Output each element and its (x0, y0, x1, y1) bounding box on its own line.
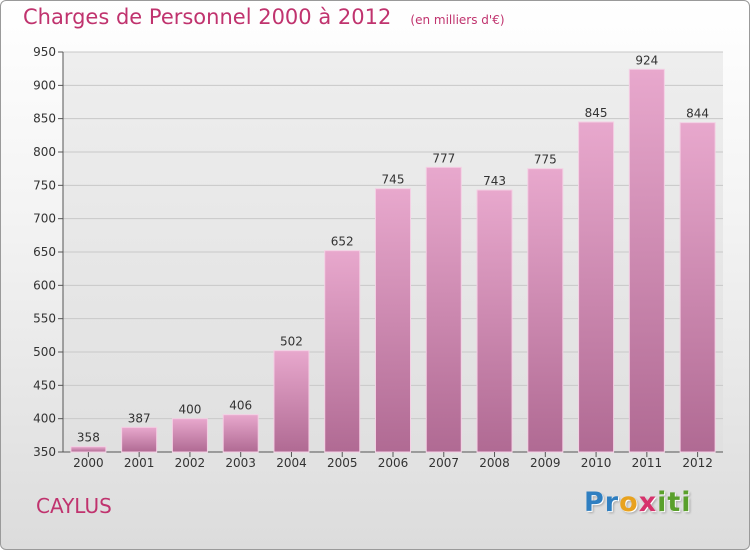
logo-letter: x (638, 487, 658, 518)
y-tick-label: 450 (33, 378, 56, 392)
data-label: 777 (432, 151, 455, 165)
data-label: 845 (585, 106, 608, 120)
y-tick-label: 350 (33, 445, 56, 459)
data-label: 844 (686, 107, 709, 121)
x-tick-label: 2008 (479, 456, 510, 470)
data-label: 745 (382, 173, 405, 187)
bar-2008 (476, 189, 513, 453)
logo-letter: i (657, 487, 668, 518)
x-tick-label: 2012 (682, 456, 713, 470)
bar-2005 (324, 250, 361, 453)
bar-2009 (527, 168, 564, 453)
bar-2001 (121, 426, 158, 453)
y-tick-label: 950 (33, 45, 56, 59)
bar-2000 (70, 446, 107, 453)
data-label: 502 (280, 335, 303, 349)
data-label: 652 (331, 235, 354, 249)
proxiti-logo: Proxiti (584, 487, 692, 518)
x-tick-label: 2003 (225, 456, 256, 470)
bar-2012 (679, 122, 716, 453)
bar-2004 (273, 350, 310, 453)
bar-2006 (375, 188, 411, 453)
data-label: 775 (534, 153, 557, 167)
y-tick-label: 900 (33, 78, 56, 92)
logo-letter: i (681, 487, 692, 518)
y-tick-label: 800 (33, 145, 56, 159)
bar-2002 (171, 418, 208, 453)
x-tick-label: 2010 (581, 456, 612, 470)
y-tick-label: 400 (33, 412, 56, 426)
x-tick-label: 2002 (175, 456, 206, 470)
data-label: 743 (483, 174, 506, 188)
data-label: 406 (229, 399, 252, 413)
chart-subtitle: (en milliers d'€) (410, 13, 505, 27)
y-tick-label: 600 (33, 278, 56, 292)
bar-2003 (222, 414, 259, 453)
x-tick-label: 2009 (530, 456, 561, 470)
logo-letter: r (604, 487, 620, 518)
data-label: 358 (77, 431, 100, 445)
bar-2011 (628, 68, 665, 453)
y-tick-label: 500 (33, 345, 56, 359)
logo-letter: o (619, 487, 639, 518)
chart-title: Charges de Personnel 2000 à 2012 (23, 5, 392, 29)
x-tick-label: 2001 (124, 456, 155, 470)
bar-2007 (425, 166, 462, 453)
data-label: 924 (635, 53, 658, 67)
x-tick-label: 2005 (327, 456, 358, 470)
logo-letter: P (584, 487, 605, 518)
title-block: Charges de Personnel 2000 à 2012 (en mil… (23, 5, 505, 29)
data-label: 387 (128, 411, 151, 425)
x-tick-label: 2006 (378, 456, 409, 470)
y-tick-label: 550 (33, 312, 56, 326)
y-tick-label: 650 (33, 245, 56, 259)
bar-2010 (578, 121, 615, 453)
x-tick-label: 2004 (276, 456, 307, 470)
logo-letter: t (667, 487, 682, 518)
city-name: CAYLUS (36, 494, 112, 518)
x-tick-label: 2007 (428, 456, 459, 470)
y-tick-label: 700 (33, 212, 56, 226)
y-tick-label: 850 (33, 112, 56, 126)
x-tick-label: 2011 (632, 456, 663, 470)
x-tick-label: 2000 (73, 456, 104, 470)
data-label: 400 (178, 403, 201, 417)
y-tick-label: 750 (33, 178, 56, 192)
